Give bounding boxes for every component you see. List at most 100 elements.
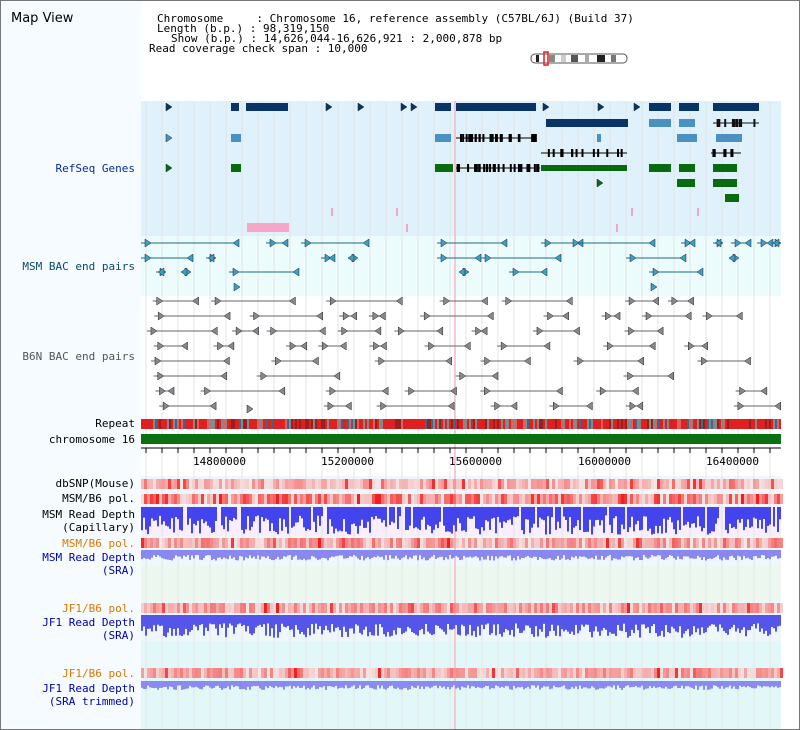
depth-bar bbox=[467, 507, 469, 518]
depth-bar bbox=[499, 615, 501, 634]
depth-bar bbox=[341, 681, 343, 688]
chromosome-label[interactable]: chromosome 16 bbox=[48, 433, 135, 446]
depth-bar bbox=[163, 507, 165, 522]
depth-bar bbox=[259, 550, 261, 560]
depth-bar bbox=[709, 550, 711, 559]
pol-cell bbox=[627, 603, 630, 613]
depth-bar bbox=[431, 615, 433, 636]
repeat-bar bbox=[687, 419, 689, 429]
repeat-bar bbox=[511, 419, 513, 429]
pol-cell bbox=[261, 538, 264, 548]
pol-cell bbox=[333, 479, 336, 489]
dbsnp-label[interactable]: dbSNP(Mouse) bbox=[55, 477, 135, 490]
depth-bar bbox=[535, 550, 537, 557]
repeat-bar bbox=[487, 419, 489, 429]
repeat-bar bbox=[293, 419, 295, 429]
jf1-depth-label[interactable]: JF1 Read Depth bbox=[42, 616, 135, 629]
pol-cell bbox=[627, 479, 630, 489]
depth-bar bbox=[173, 550, 175, 559]
depth-bar bbox=[597, 507, 599, 520]
depth-bar bbox=[395, 615, 397, 635]
pol-cell bbox=[195, 479, 198, 489]
pol-cell bbox=[420, 494, 423, 504]
repeat-bar bbox=[245, 419, 247, 429]
repeat-bar bbox=[421, 419, 423, 429]
depth-bar bbox=[199, 681, 201, 690]
pol-cell bbox=[687, 538, 690, 548]
pol-cell bbox=[306, 603, 309, 613]
depth-bar bbox=[381, 681, 383, 686]
pol-cell bbox=[270, 538, 273, 548]
pol-cell bbox=[213, 494, 216, 504]
depth-bar bbox=[591, 550, 593, 558]
pol-cell bbox=[348, 603, 351, 613]
jf1-trim-label[interactable]: JF1 Read Depth bbox=[42, 682, 135, 695]
gene-arrow bbox=[395, 296, 403, 306]
gene-exon bbox=[620, 149, 623, 157]
depth-bar bbox=[273, 681, 275, 689]
jf1-pol2-label[interactable]: JF1/B6 pol. bbox=[62, 667, 135, 680]
pol-cell bbox=[651, 538, 654, 548]
depth-bar bbox=[425, 507, 427, 530]
pol-cell bbox=[510, 494, 513, 504]
pol-cell bbox=[285, 538, 288, 548]
depth-bar bbox=[627, 681, 629, 686]
depth-bar bbox=[401, 615, 403, 635]
repeat-label[interactable]: Repeat bbox=[95, 417, 135, 430]
depth-bar bbox=[657, 507, 659, 534]
depth-bar bbox=[661, 550, 663, 560]
repeat-bar bbox=[503, 419, 505, 429]
msm-b6-pol-label[interactable]: MSM/B6 pol. bbox=[62, 492, 135, 505]
pol-cell bbox=[591, 494, 594, 504]
depth-bar bbox=[701, 615, 703, 628]
depth-bar bbox=[457, 550, 459, 558]
pol-cell bbox=[615, 538, 618, 548]
depth-bar bbox=[581, 550, 583, 557]
pol-cell bbox=[624, 494, 627, 504]
depth-bar bbox=[249, 507, 251, 531]
pol-cell bbox=[588, 494, 591, 504]
pol-cell bbox=[678, 494, 681, 504]
jf1-pol-label[interactable]: JF1/B6 pol. bbox=[62, 602, 135, 615]
b6n-bac-label[interactable]: B6N BAC end pairs bbox=[22, 350, 135, 363]
refseq-genes-label[interactable]: RefSeq Genes bbox=[55, 162, 135, 175]
pol-cell bbox=[447, 479, 450, 489]
depth-bar bbox=[731, 550, 733, 556]
depth-bar bbox=[631, 507, 633, 517]
gene-arrow bbox=[373, 341, 380, 351]
pol-cell bbox=[468, 603, 471, 613]
msm-depth-sra-label[interactable]: MSM Read Depth bbox=[42, 551, 135, 564]
depth-bar bbox=[623, 507, 625, 530]
depth-bar bbox=[575, 615, 577, 625]
msm-depth-cap-label[interactable]: MSM Read Depth bbox=[42, 508, 135, 521]
pol-cell bbox=[555, 494, 558, 504]
pol-cell bbox=[648, 494, 651, 504]
repeat-bar bbox=[759, 419, 761, 429]
depth-bar bbox=[511, 507, 513, 525]
depth-bar bbox=[675, 615, 677, 632]
depth-bar bbox=[547, 615, 549, 637]
repeat-bar bbox=[275, 419, 277, 429]
refseq-mark bbox=[631, 208, 633, 216]
depth-bar bbox=[691, 615, 693, 635]
depth-bar bbox=[169, 507, 171, 529]
pol-cell bbox=[732, 603, 735, 613]
gene-exon bbox=[458, 164, 461, 172]
pol-cell bbox=[681, 479, 684, 489]
pol-cell bbox=[546, 668, 549, 678]
depth-bar bbox=[465, 507, 467, 532]
depth-bar bbox=[191, 615, 193, 631]
pol-cell bbox=[585, 668, 588, 678]
repeat-bar bbox=[161, 419, 163, 429]
depth-bar bbox=[169, 681, 171, 687]
msm-b6-pol2-label[interactable]: MSM/B6 pol. bbox=[62, 537, 135, 550]
depth-bar bbox=[275, 550, 277, 559]
repeat-bar bbox=[191, 419, 193, 429]
depth-bar bbox=[693, 681, 695, 689]
chromosome-bar bbox=[141, 434, 781, 444]
depth-bar bbox=[701, 681, 703, 686]
msm-bac-label[interactable]: MSM BAC end pairs bbox=[22, 260, 135, 273]
repeat-bar bbox=[625, 419, 627, 429]
depth-bar bbox=[375, 681, 377, 690]
